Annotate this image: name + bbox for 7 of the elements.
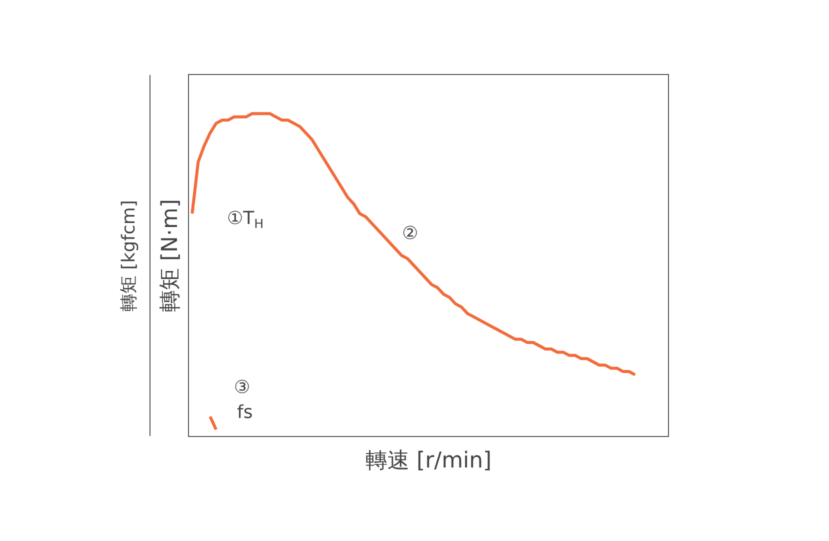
annotation: ①T$_{H}$ [227,208,264,231]
x-axis-title: 轉速 [r/min] [366,448,492,474]
annotation: fs [237,402,253,423]
y2-axis-title: 轉矩 [kgfcm] [118,200,140,312]
y-axis-title: 轉矩 [N·m] [158,198,183,312]
annotation: ② [402,223,418,244]
annotation: ③ [234,377,250,398]
